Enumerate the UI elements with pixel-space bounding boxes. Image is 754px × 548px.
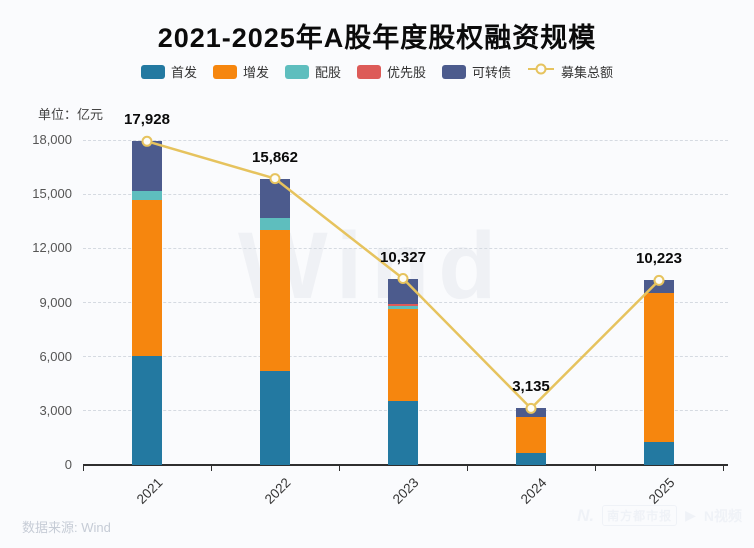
bar-2024-segment-convertible [516, 408, 546, 418]
gridline-18000 [83, 139, 728, 141]
x-axis-label-2023: 2023 [389, 475, 422, 507]
legend-label-convertible: 可转债 [472, 65, 512, 80]
y-axis-label-3000: 3,000 [39, 402, 72, 418]
y-axis-label-6000: 6,000 [39, 348, 72, 364]
unit-label: 单位：亿元 [38, 107, 104, 122]
legend-label-preferred: 优先股 [387, 65, 427, 80]
bar-2021-segment-ipo [132, 356, 162, 465]
bar-2021-segment-follow-on [132, 199, 162, 357]
x-axis-tick [83, 465, 84, 471]
legend-item-rights-issue[interactable]: 配股 [284, 62, 341, 81]
bar-2023-segment-ipo [388, 400, 418, 465]
total-label-2023: 10,327 [380, 248, 426, 266]
legend-swatch-ipo-icon [140, 64, 165, 79]
x-axis-tick [467, 465, 468, 471]
y-axis-label-12000: 12,000 [32, 240, 72, 256]
legend-item-follow-on[interactable]: 增发 [212, 62, 269, 81]
x-axis-line [83, 464, 728, 466]
play-icon: ▶ [685, 507, 696, 523]
legend-swatch-total-raised-icon [527, 62, 555, 81]
bar-2023-segment-rights-issue [388, 305, 418, 309]
bar-2024-segment-ipo [516, 453, 546, 465]
legend-swatch-follow-on-icon [212, 64, 237, 79]
y-axis-label-9000: 9,000 [39, 294, 72, 310]
bar-2025-segment-convertible [644, 280, 674, 294]
x-axis-tick [339, 465, 340, 471]
legend-item-preferred[interactable]: 优先股 [357, 62, 426, 81]
x-axis-label-2021: 2021 [133, 475, 166, 507]
legend: 首发 增发 配股 优先股 可转债 募集总额 [0, 62, 754, 81]
bar-2022-segment-follow-on [260, 230, 290, 371]
legend-label-follow-on: 增发 [242, 65, 269, 80]
data-source-label: 数据来源: Wind [22, 520, 111, 535]
x-axis-tick [723, 465, 724, 471]
legend-item-convertible[interactable]: 可转债 [442, 62, 511, 81]
bar-2023-segment-convertible [388, 278, 418, 305]
gridline-15000 [83, 193, 728, 195]
y-axis-label-0: 0 [64, 457, 72, 472]
x-axis-label-2025: 2025 [645, 475, 678, 507]
bar-2024-segment-follow-on [516, 417, 546, 454]
media-watermark: N. 南方都市报 ▶ N视频 [577, 505, 742, 526]
total-label-2025: 10,223 [636, 250, 682, 268]
legend-label-total-raised: 募集总额 [561, 65, 614, 80]
total-label-2021: 17,928 [124, 111, 170, 129]
bar-2022-segment-convertible [260, 178, 290, 219]
y-axis-label-15000: 15,000 [32, 186, 72, 202]
bar-2025-segment-follow-on [644, 293, 674, 442]
bar-2023-segment-preferred [388, 304, 418, 306]
bar-2022-segment-rights-issue [260, 218, 290, 231]
bar-2021-segment-rights-issue [132, 191, 162, 200]
media-video-label: N视频 [703, 507, 742, 524]
x-axis-tick [595, 465, 596, 471]
legend-label-ipo: 首发 [170, 65, 197, 80]
legend-swatch-preferred-icon [357, 64, 381, 79]
legend-item-total-raised[interactable]: 募集总额 [527, 62, 613, 81]
bar-2022-segment-ipo [260, 370, 290, 465]
legend-label-rights-issue: 配股 [314, 65, 341, 80]
x-axis-tick [211, 465, 212, 471]
bar-2023-segment-follow-on [388, 308, 418, 401]
bar-2021-segment-convertible [132, 141, 162, 192]
x-axis-label-2024: 2024 [517, 475, 550, 507]
legend-swatch-convertible-icon [442, 64, 467, 79]
page-title: 2021-2025年A股年度股权融资规模 [157, 23, 597, 53]
legend-item-ipo[interactable]: 首发 [140, 62, 197, 81]
total-label-2024: 3,135 [512, 378, 550, 396]
legend-swatch-rights-issue-icon [284, 64, 309, 79]
x-axis-label-2022: 2022 [261, 475, 294, 507]
media-brand-label: 南方都市报 [602, 505, 678, 526]
bar-2025-segment-ipo [644, 441, 674, 465]
y-axis-label-18000: 18,000 [32, 132, 72, 147]
media-logo-icon: N. [577, 505, 595, 525]
total-label-2022: 15,862 [252, 148, 298, 166]
